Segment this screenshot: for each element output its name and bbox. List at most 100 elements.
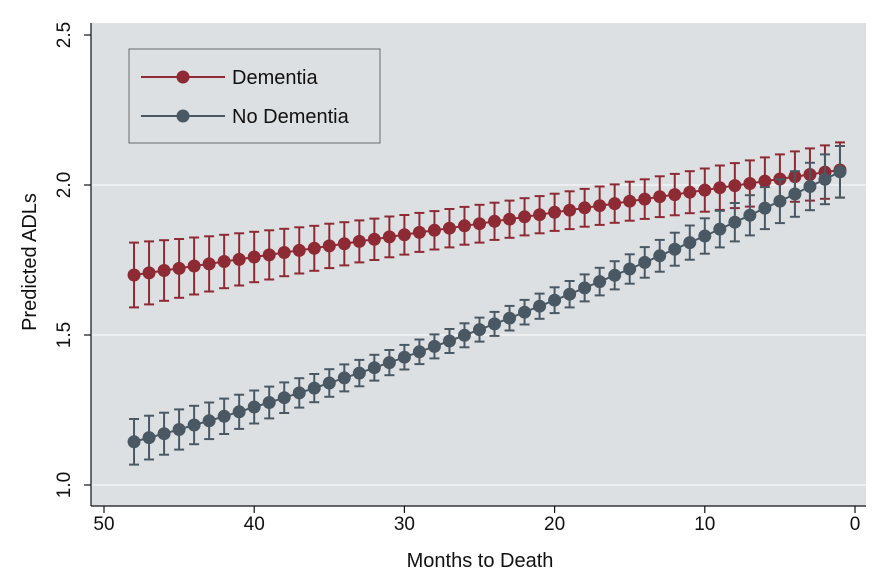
data-point <box>623 194 637 208</box>
data-point <box>578 281 592 295</box>
data-point <box>187 259 201 273</box>
legend-label-no-dementia: No Dementia <box>232 106 350 128</box>
data-point <box>653 190 667 204</box>
legend: Dementia No Dementia <box>128 48 381 144</box>
x-tick-label: 20 <box>544 514 565 535</box>
y-axis-ticks: 1.0 1.5 2.0 2.5 <box>54 22 91 498</box>
x-axis-ticks: 50 40 30 20 10 0 <box>93 506 860 535</box>
data-point <box>352 366 366 380</box>
data-point <box>382 356 396 370</box>
data-point <box>322 239 336 253</box>
data-point <box>202 257 216 271</box>
data-point <box>277 246 291 259</box>
data-point <box>352 234 366 248</box>
data-point <box>578 201 592 215</box>
data-point <box>322 376 336 390</box>
data-point <box>127 268 141 282</box>
data-point <box>608 268 622 282</box>
data-point <box>488 317 502 331</box>
data-point <box>488 214 502 228</box>
data-point <box>518 305 532 319</box>
y-tick-label: 2.5 <box>54 22 75 48</box>
data-point <box>638 192 652 206</box>
data-point <box>623 262 637 276</box>
data-point <box>247 250 261 264</box>
data-point <box>307 381 321 395</box>
data-point <box>563 287 577 301</box>
data-point <box>548 293 562 307</box>
data-point <box>217 409 231 423</box>
data-point <box>788 187 802 201</box>
y-tick-label: 2.0 <box>54 172 75 198</box>
data-point <box>833 165 847 179</box>
data-point <box>457 219 471 233</box>
data-point <box>427 223 441 237</box>
data-point <box>292 243 306 257</box>
data-point <box>382 230 396 244</box>
data-point <box>442 334 456 348</box>
data-point <box>503 311 517 325</box>
data-point <box>202 414 216 428</box>
series-no-dementia <box>127 145 847 466</box>
legend-marker-no-dementia <box>176 109 190 123</box>
data-point <box>743 208 757 222</box>
x-tick-label: 30 <box>394 514 415 535</box>
data-point <box>728 215 742 229</box>
data-point <box>773 194 787 208</box>
data-point <box>698 183 712 197</box>
data-point <box>337 237 351 251</box>
data-point <box>818 172 832 186</box>
data-point <box>232 252 246 266</box>
data-point <box>172 261 186 275</box>
data-point <box>608 197 622 211</box>
data-point <box>803 180 817 193</box>
data-point <box>247 400 261 414</box>
x-tick-label: 10 <box>694 514 715 535</box>
data-point <box>713 222 727 236</box>
data-point <box>157 264 171 277</box>
data-point <box>262 248 276 262</box>
data-point <box>427 339 441 353</box>
data-point <box>533 208 547 222</box>
x-axis-title: Months to Death <box>407 550 554 572</box>
data-point <box>683 185 697 199</box>
data-point <box>668 242 682 256</box>
data-point <box>277 391 291 405</box>
data-point <box>127 435 141 449</box>
data-point <box>743 177 757 190</box>
data-point <box>367 361 381 375</box>
data-point <box>217 255 231 268</box>
y-tick-label: 1.5 <box>54 322 75 348</box>
data-point <box>638 255 652 269</box>
data-point <box>292 386 306 400</box>
data-point <box>668 188 682 202</box>
legend-marker-dementia <box>176 70 190 84</box>
data-point <box>473 323 486 337</box>
series-layer <box>127 141 847 466</box>
data-point <box>442 221 456 235</box>
data-point <box>412 225 426 239</box>
data-point <box>157 427 171 441</box>
y-axis-title: Predicted ADLs <box>19 193 41 331</box>
data-point <box>518 210 532 224</box>
data-point <box>698 229 712 243</box>
data-point <box>457 328 471 342</box>
data-point <box>683 236 697 250</box>
x-tick-label: 50 <box>93 514 114 535</box>
data-point <box>172 423 186 436</box>
data-point <box>397 350 411 364</box>
data-point <box>758 201 772 215</box>
data-point <box>262 396 276 409</box>
data-point <box>593 199 607 213</box>
data-point <box>142 431 156 445</box>
data-point <box>503 212 517 226</box>
data-point <box>142 266 156 280</box>
data-point <box>533 299 547 313</box>
data-point <box>563 203 577 217</box>
data-point <box>473 217 486 231</box>
data-point <box>593 275 607 289</box>
x-tick-label: 40 <box>244 514 265 535</box>
data-point <box>367 232 381 246</box>
legend-label-dementia: Dementia <box>232 67 318 89</box>
